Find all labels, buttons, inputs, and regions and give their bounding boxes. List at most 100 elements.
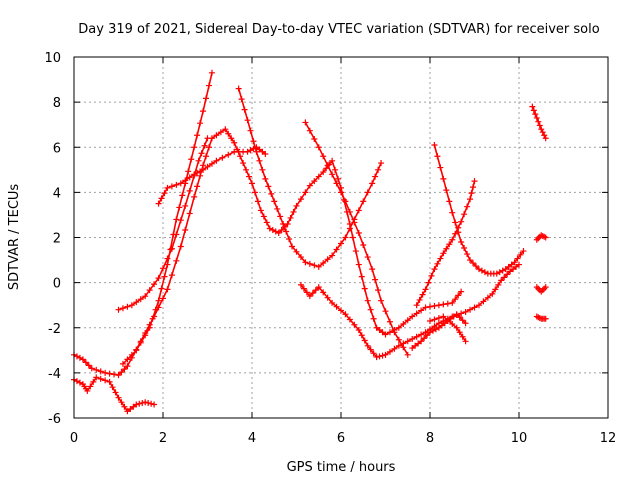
data-point — [404, 338, 411, 345]
data-point — [225, 130, 232, 137]
data-point — [253, 148, 260, 155]
data-point — [455, 229, 462, 236]
data-point — [367, 346, 374, 353]
data-point — [222, 126, 229, 133]
data-point — [333, 246, 340, 253]
data-point — [467, 257, 474, 264]
data-point — [158, 285, 165, 292]
data-point — [516, 261, 522, 268]
data-point — [320, 260, 327, 267]
data-point — [246, 173, 253, 180]
data-point — [268, 190, 275, 197]
data-point — [449, 236, 456, 243]
data-point — [338, 189, 344, 196]
data-point — [225, 151, 232, 158]
data-point — [338, 240, 344, 247]
data-point — [459, 317, 466, 324]
series-arc-9 — [413, 178, 478, 309]
data-point — [352, 248, 359, 255]
data-point — [379, 352, 386, 359]
y-tick-label: -2 — [48, 322, 61, 337]
data-point — [409, 313, 416, 320]
data-point — [289, 243, 296, 250]
data-point — [265, 183, 272, 190]
data-point — [315, 284, 322, 291]
data-point — [395, 342, 402, 349]
data-point — [79, 356, 86, 363]
data-point — [302, 189, 309, 196]
data-point — [173, 181, 180, 188]
data-point — [532, 111, 539, 118]
data-point — [458, 310, 465, 317]
data-point — [400, 340, 407, 347]
data-point — [194, 132, 201, 139]
data-point — [188, 156, 195, 163]
data-point — [161, 190, 168, 197]
data-point — [213, 132, 220, 139]
data-point — [306, 293, 313, 300]
data-point — [136, 400, 143, 407]
data-point — [437, 164, 444, 171]
data-point — [283, 228, 290, 235]
data-point — [418, 331, 425, 338]
data-point — [378, 160, 385, 167]
data-point — [444, 300, 451, 307]
data-point — [124, 356, 131, 363]
data-point — [428, 272, 435, 279]
data-point — [250, 138, 257, 145]
data-point — [182, 202, 189, 209]
data-point — [409, 336, 416, 343]
data-point — [395, 324, 402, 331]
data-point — [467, 306, 474, 313]
data-point — [88, 365, 95, 372]
data-point — [128, 351, 135, 358]
data-point — [274, 205, 281, 212]
data-point — [404, 317, 411, 324]
data-point — [254, 198, 261, 205]
series-arc-15 — [533, 284, 549, 295]
data-point — [434, 260, 441, 267]
data-point — [201, 142, 208, 149]
data-point — [378, 297, 385, 304]
data-point — [237, 153, 244, 160]
data-point — [492, 286, 499, 293]
data-point — [538, 126, 545, 133]
data-point — [333, 303, 340, 310]
data-point — [364, 254, 371, 261]
data-point — [231, 139, 238, 146]
data-point — [139, 399, 146, 406]
data-point — [297, 254, 304, 261]
data-point — [312, 287, 319, 294]
data-point — [427, 317, 433, 324]
data-point — [315, 144, 322, 151]
arc-trace — [157, 146, 267, 205]
data-point — [373, 354, 380, 361]
data-point — [306, 182, 313, 189]
series-arc-13 — [529, 103, 549, 142]
arc-trace — [122, 72, 213, 365]
data-point — [386, 318, 393, 325]
data-point — [213, 157, 220, 164]
data-point — [200, 108, 207, 115]
data-point — [290, 208, 297, 215]
data-point — [346, 316, 353, 323]
data-point — [440, 313, 447, 320]
data-point — [191, 144, 198, 151]
data-point — [533, 114, 540, 121]
data-point — [82, 359, 89, 366]
data-point — [309, 290, 316, 297]
data-point — [300, 285, 307, 292]
data-point — [458, 239, 465, 246]
data-point — [293, 202, 300, 209]
data-point — [160, 265, 166, 272]
data-point — [204, 135, 211, 142]
arc-trace — [304, 121, 409, 356]
data-point — [464, 251, 471, 258]
data-series — [71, 69, 549, 415]
data-point — [256, 157, 263, 164]
data-point — [287, 214, 294, 221]
data-point — [251, 189, 258, 196]
data-point — [329, 171, 336, 178]
data-point — [179, 192, 186, 199]
